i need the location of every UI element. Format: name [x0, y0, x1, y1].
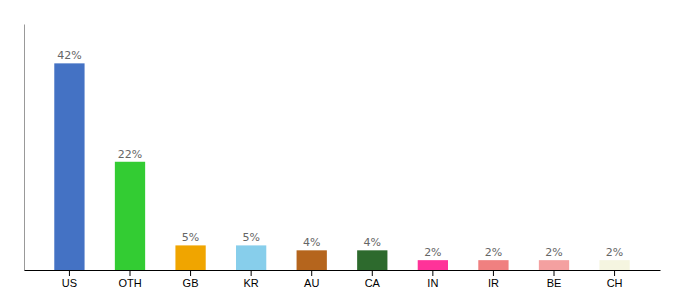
x-tick: US: [62, 270, 77, 289]
data-label: 4%: [303, 236, 320, 249]
x-tick-mark: [251, 270, 252, 276]
data-label: 4%: [364, 236, 381, 249]
x-tick-label: CH: [607, 277, 623, 289]
x-tick: IN: [427, 270, 438, 289]
data-label: 5%: [182, 231, 199, 244]
bar: [599, 260, 629, 270]
x-tick: BE: [547, 270, 562, 289]
x-tick: CH: [607, 270, 623, 289]
bar: [478, 260, 508, 270]
data-label: 5%: [242, 231, 259, 244]
data-label: 2%: [424, 246, 441, 259]
bar: [115, 162, 145, 270]
x-tick: GB: [183, 270, 199, 289]
x-tick-label: GB: [183, 277, 199, 289]
data-labels: 42% 22% 5% 5% 4% 4% 2% 2% 2% 2%: [57, 49, 623, 259]
bars: [54, 63, 629, 270]
x-axis-line: [25, 270, 661, 271]
x-tick: IR: [488, 270, 499, 289]
x-tick-mark: [190, 270, 191, 276]
x-tick: KR: [244, 270, 259, 289]
x-tick-mark: [130, 270, 131, 276]
bar: [418, 260, 448, 270]
data-label: 42%: [57, 49, 81, 62]
x-tick: AU: [304, 270, 319, 289]
x-axis: US OTH GB KR AU CA IN IR BE CH: [25, 270, 661, 289]
x-tick-mark: [493, 270, 494, 276]
bar: [236, 245, 266, 270]
x-tick-mark: [69, 270, 70, 276]
x-tick: CA: [365, 270, 381, 289]
plot: US OTH GB KR AU CA IN IR BE CH 42% 22% 5% 5% 4% 4% 2% 2% 2…: [25, 25, 661, 289]
x-tick-label: US: [62, 277, 77, 289]
data-label: 2%: [485, 246, 502, 259]
x-tick-label: KR: [244, 277, 259, 289]
x-tick-mark: [432, 270, 433, 276]
x-tick-label: IR: [488, 277, 499, 289]
x-tick-mark: [372, 270, 373, 276]
data-label: 2%: [606, 246, 623, 259]
x-tick-label: AU: [304, 277, 319, 289]
y-axis-line: [24, 25, 25, 271]
x-tick-mark: [311, 270, 312, 276]
data-label: 22%: [118, 148, 142, 161]
bar: [539, 260, 569, 270]
bar: [297, 250, 327, 270]
y-axis: [24, 25, 25, 271]
bar: [175, 245, 205, 270]
x-tick-label: CA: [365, 277, 381, 289]
x-tick-label: IN: [427, 277, 438, 289]
x-tick: OTH: [118, 270, 141, 289]
chart-container: US OTH GB KR AU CA IN IR BE CH 42% 22% 5% 5% 4% 4% 2% 2% 2…: [0, 0, 680, 300]
chart-svg: US OTH GB KR AU CA IN IR BE CH 42% 22% 5% 5% 4% 4% 2% 2% 2…: [0, 0, 680, 300]
bar: [54, 63, 84, 270]
bar: [357, 250, 387, 270]
x-tick-mark: [614, 270, 615, 276]
x-tick-mark: [554, 270, 555, 276]
x-tick-label: OTH: [118, 277, 141, 289]
x-tick-label: BE: [547, 277, 562, 289]
data-label: 2%: [545, 246, 562, 259]
